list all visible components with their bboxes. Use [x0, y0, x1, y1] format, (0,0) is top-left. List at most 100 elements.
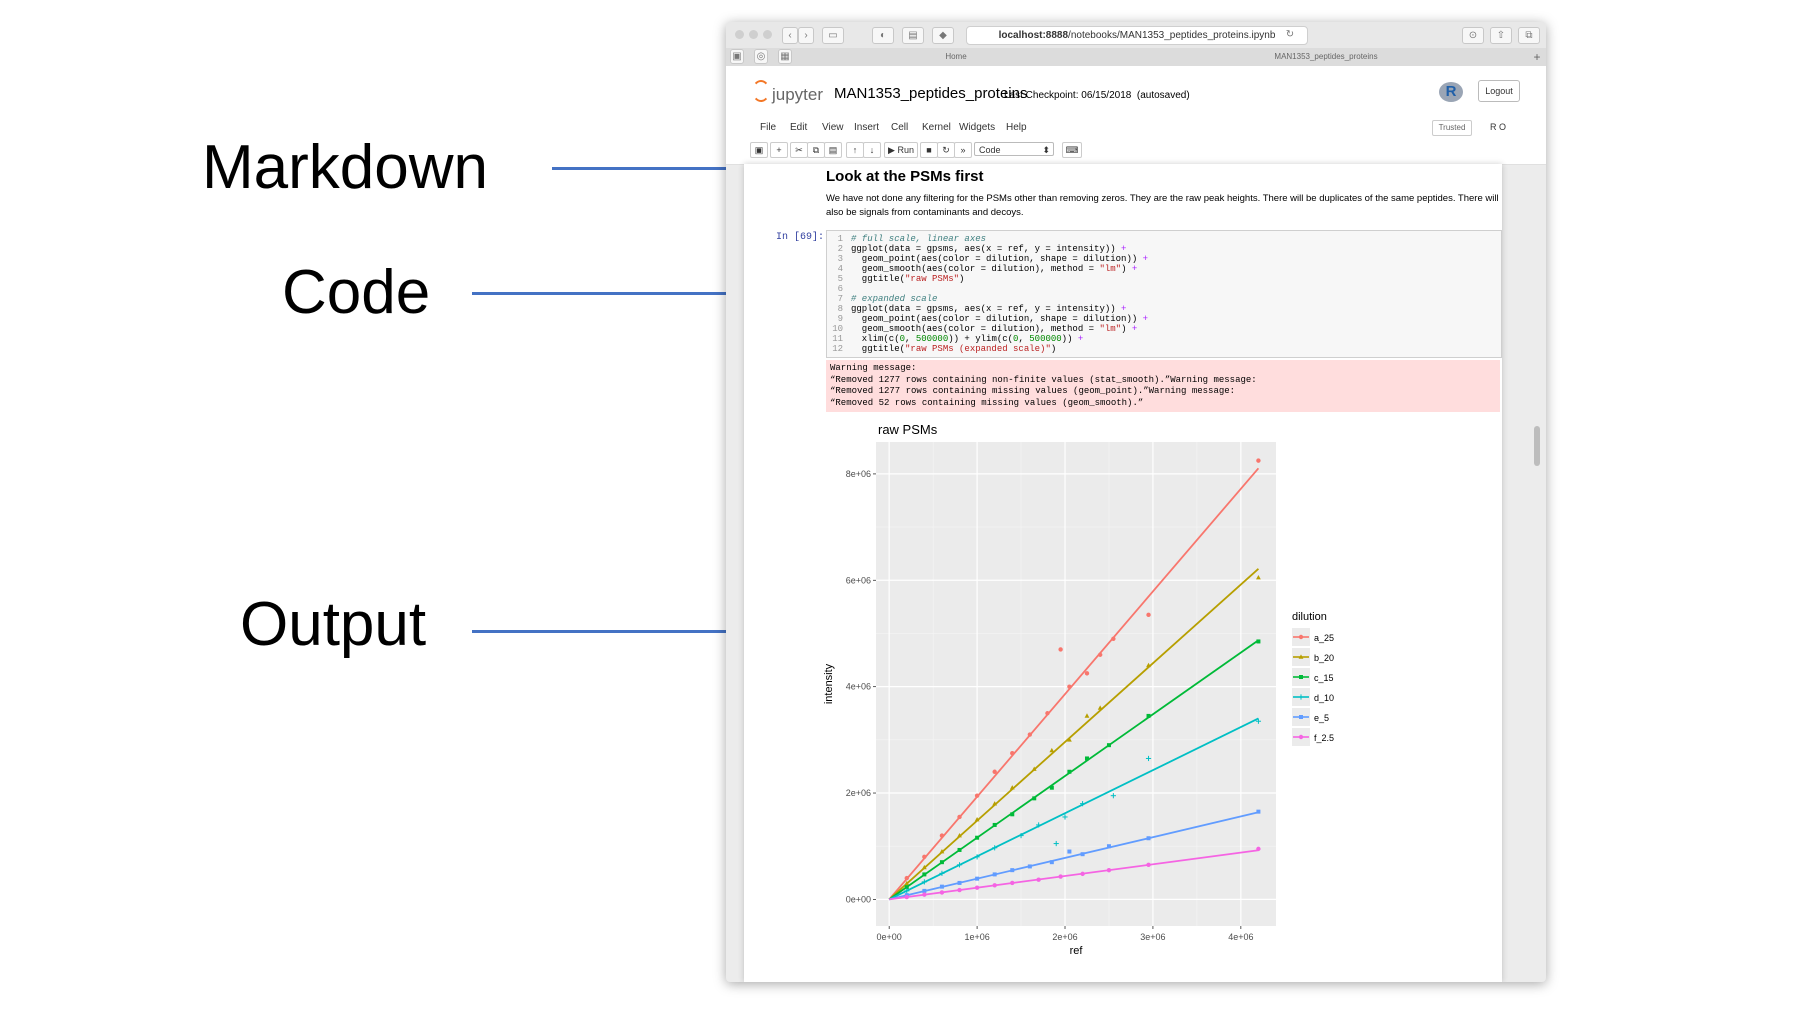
data-point: [1027, 864, 1032, 869]
stop-icon[interactable]: ■: [920, 142, 938, 158]
menu-widgets[interactable]: Widgets: [959, 122, 996, 133]
browser-tabbar: ▣ ◎ ▦ Home MAN1353_peptides_proteins +: [726, 48, 1546, 67]
restart-icon[interactable]: ↻: [937, 142, 955, 158]
code-line[interactable]: 1 # full scale, linear axes: [827, 234, 986, 246]
trusted-badge[interactable]: Trusted: [1432, 120, 1472, 136]
data-point: [1299, 715, 1303, 719]
menu-view[interactable]: View: [822, 122, 844, 133]
regression-line: [888, 811, 1259, 901]
shield-icon[interactable]: ◆: [932, 27, 954, 44]
move-up-icon[interactable]: ↑: [846, 142, 864, 158]
forward-icon[interactable]: ›: [798, 27, 814, 44]
data-point: [1256, 639, 1261, 644]
code-line[interactable]: 8 ggplot(data = gpsms, aes(x = ref, y = i…: [827, 304, 1127, 316]
code-editor[interactable]: 1 # full scale, linear axes 2 ggplot(data =…: [826, 230, 1502, 358]
share-icon[interactable]: ⇧: [1490, 27, 1512, 44]
notebook-name[interactable]: MAN1353_peptides_proteins: [834, 85, 1028, 102]
paste-icon[interactable]: ▤: [824, 142, 842, 158]
y-tick-label: 0e+00: [846, 894, 871, 904]
legend-label: b_20: [1314, 653, 1334, 663]
menu-insert[interactable]: Insert: [854, 122, 880, 133]
download-icon[interactable]: ⊙: [1462, 27, 1484, 44]
menu-edit[interactable]: Edit: [790, 122, 808, 133]
legend-label: e_5: [1314, 713, 1329, 723]
code-line[interactable]: 5 ggtitle("raw PSMs"): [827, 274, 965, 286]
data-point: [992, 883, 997, 888]
code-line[interactable]: 6: [827, 284, 851, 296]
line-number: 12: [832, 344, 843, 354]
checkpoint-status: Last Checkpoint: 06/15/2018 (autosaved): [1004, 90, 1190, 101]
menu-file[interactable]: File: [760, 122, 777, 133]
tabs-overview-icon[interactable]: ⧉: [1518, 27, 1540, 44]
new-tab-icon[interactable]: +: [1533, 50, 1541, 64]
code-line[interactable]: 9 geom_point(aes(color = dilution, shape…: [827, 314, 1148, 326]
back-icon[interactable]: ‹: [782, 27, 798, 44]
tab-home[interactable]: Home: [945, 52, 967, 61]
code-line[interactable]: 7 # expanded scale: [827, 294, 938, 306]
x-axis-label: ref: [1070, 945, 1084, 957]
data-point: [1084, 713, 1090, 718]
zoom-window-button[interactable]: [763, 30, 772, 39]
cell-type-value: Code: [979, 145, 1001, 155]
cell-type-select[interactable]: Code ⬍: [974, 142, 1054, 156]
pinned-tab-icon[interactable]: ▣: [730, 49, 744, 64]
data-point: [957, 832, 962, 838]
data-point: [1067, 684, 1072, 689]
data-point: [1032, 796, 1037, 801]
run-button[interactable]: ▶ Run: [884, 142, 918, 158]
regression-line: [888, 467, 1260, 900]
data-point: [1009, 785, 1015, 790]
warning-line: “Removed 1277 rows containing missing va…: [830, 386, 1236, 396]
move-down-icon[interactable]: ↓: [863, 142, 881, 158]
code-line[interactable]: 3 geom_point(aes(color = dilution, shape…: [827, 254, 1148, 266]
data-point: [1146, 612, 1151, 618]
copy-icon[interactable]: ⧉: [807, 142, 825, 158]
code-line[interactable]: 12 ggtitle("raw PSMs (expanded scale)"): [827, 344, 1056, 356]
output-annotation: Output: [240, 590, 427, 659]
data-point: [939, 884, 944, 889]
markdown-annotation: Markdown: [202, 133, 488, 202]
reload-icon[interactable]: ↻: [1285, 29, 1295, 40]
reader-icon[interactable]: ▤: [902, 27, 924, 44]
menu-cell[interactable]: Cell: [891, 122, 909, 133]
data-point: [1084, 671, 1090, 676]
extension-icon[interactable]: ◐: [872, 27, 894, 44]
data-point: [1058, 874, 1063, 879]
code-line[interactable]: 2 ggplot(data = gpsms, aes(x = ref, y = i…: [827, 244, 1127, 256]
keyboard-icon[interactable]: ⌨: [1062, 142, 1082, 158]
jupyter-logo-icon: [752, 80, 770, 102]
x-tick-label: 3e+06: [1140, 932, 1165, 942]
data-point: [904, 894, 909, 900]
warning-output: Warning message: “Removed 1277 rows conta…: [826, 360, 1500, 412]
fast-forward-icon[interactable]: »: [954, 142, 972, 158]
regression-line: [888, 639, 1259, 901]
menu-help[interactable]: Help: [1006, 122, 1027, 133]
data-point: [1106, 743, 1111, 748]
data-point: [1256, 458, 1261, 463]
pinned-tab-icon-2[interactable]: ◎: [754, 49, 768, 64]
notebook-page: Look at the PSMs first We have not done …: [744, 164, 1502, 982]
jupyter-logo[interactable]: jupyter: [772, 85, 824, 104]
tab-notebook[interactable]: MAN1353_peptides_proteins: [1274, 52, 1378, 61]
logout-button[interactable]: Logout: [1478, 80, 1520, 102]
data-point: [1031, 766, 1037, 771]
code-line[interactable]: 10 geom_smooth(aes(color = dilution), me…: [827, 324, 1137, 336]
cut-icon[interactable]: ✂: [790, 142, 808, 158]
code-line[interactable]: 11 xlim(c(0, 500000)) + ylim(c(0, 500000…: [827, 334, 1083, 346]
regression-line: [889, 849, 1259, 901]
page-scrollbar[interactable]: [1534, 426, 1540, 466]
menu-kernel[interactable]: Kernel: [922, 122, 951, 133]
url-bar[interactable]: localhost:8888/notebooks/MAN1353_peptide…: [966, 26, 1308, 45]
data-point: [1298, 634, 1304, 640]
code-line[interactable]: 4 geom_smooth(aes(color = dilution), met…: [827, 264, 1138, 276]
add-cell-icon[interactable]: +: [770, 142, 788, 158]
data-point: [1097, 652, 1103, 657]
sidebar-icon[interactable]: ▭: [822, 27, 844, 44]
close-window-button[interactable]: [735, 30, 744, 39]
save-icon[interactable]: ▣: [750, 142, 768, 158]
chart-title: raw PSMs: [878, 422, 938, 437]
data-point: [957, 814, 962, 820]
minimize-window-button[interactable]: [749, 30, 758, 39]
data-point: [1080, 852, 1085, 857]
pinned-tab-icon-3[interactable]: ▦: [778, 49, 792, 64]
